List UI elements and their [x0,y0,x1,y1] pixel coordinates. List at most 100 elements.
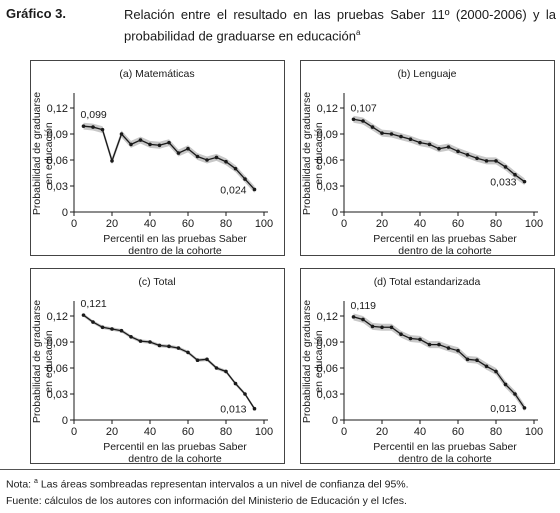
data-point [465,153,470,157]
data-point [91,125,95,129]
data-point [91,320,95,324]
figure-title-text: Relación entre el resultado en las prueb… [124,7,556,44]
data-point [214,155,219,160]
data-point [157,143,162,148]
data-point [503,382,508,387]
x-tick-label: 100 [525,426,543,438]
data-point [427,342,432,347]
data-label: 0,013 [220,404,246,416]
footnote-text: Las áreas sombreadas representan interva… [37,478,409,491]
y-tick-label: 0,06 [47,155,68,167]
chart-panel-4: (d) Total estandarizada 0 0,03 0,06 0,09 0,12… [300,268,555,465]
x-tick-label: 0 [71,426,77,438]
x-axis-label: dentro de la cohorte [128,453,222,465]
data-point [437,146,441,151]
data-point [380,325,384,330]
data-point [522,179,527,184]
data-point [186,350,190,355]
y-tick-label: 0,12 [47,311,68,323]
data-point [81,124,86,128]
data-point [503,165,508,169]
y-tick-label: 0 [332,415,338,427]
x-tick-label: 0 [341,218,347,230]
x-axis-label: dentro de la cohorte [398,245,492,257]
x-tick-label: 60 [182,218,194,230]
data-point [233,166,238,171]
data-label: 0,099 [81,109,107,121]
data-point [427,142,432,147]
footnote-mark: a [34,478,38,485]
data-label: 0,119 [351,300,377,312]
y-tick-label: 0,06 [317,155,338,167]
y-tick-label: 0,09 [317,337,338,349]
data-point [513,172,517,177]
figure-title-note-mark: a [356,28,361,37]
y-tick-label: 0,12 [317,311,338,323]
y-tick-label: 0,12 [317,103,338,115]
x-tick-label: 0 [341,426,347,438]
x-axis-label: dentro de la cohorte [128,245,222,257]
data-point [399,134,403,139]
chart-panel-2: (b) Lenguaje 0 0,03 0,06 0,09 0,12 0 20 40 60 80 10… [300,60,555,257]
x-tick-label: 40 [414,426,426,438]
data-point [176,151,181,155]
x-tick-label: 0 [71,218,77,230]
y-axis-label: Probabilidad de graduarse [301,92,313,215]
x-tick-label: 40 [144,426,156,438]
data-label: 0,024 [220,184,246,196]
y-tick-label: 0 [62,207,68,219]
figure-label: Gráfico 3. [6,6,66,21]
data-point [475,358,479,363]
y-axis-label: Probabilidad de graduarse [31,92,43,215]
panel-frame [30,60,285,256]
figure-title: Relación entre el resultado en las prueb… [124,6,556,45]
data-point [138,138,143,142]
panel-title: (b) Lenguaje [398,68,457,80]
data-point [370,324,375,329]
x-axis-label: Percentil en las pruebas Saber [373,233,517,245]
x-tick-label: 20 [376,218,388,230]
y-axis-label: en educación [313,122,325,185]
panel-title: (c) Total [138,276,175,288]
data-point [195,358,200,363]
data-point [252,406,257,411]
data-label: 0,121 [81,298,107,310]
data-point [351,117,356,122]
data-point [110,327,114,331]
footer-divider [0,469,560,470]
y-tick-label: 0,09 [47,337,68,349]
y-tick-label: 0,06 [47,363,68,375]
x-tick-label: 80 [490,218,502,230]
y-axis-label: en educación [313,330,325,393]
y-tick-label: 0,03 [47,389,68,401]
data-point [475,156,479,161]
series-line [353,316,526,409]
x-axis-label: Percentil en las pruebas Saber [103,233,247,245]
y-axis-label: Probabilidad de graduarse [31,300,43,423]
data-point [494,159,498,163]
y-tick-label: 0,03 [317,389,338,401]
data-point [81,313,86,317]
y-tick-label: 0 [332,207,338,219]
data-point [389,132,394,136]
data-point [437,342,441,347]
footnote: Nota: a Las áreas sombreadas representan… [6,478,409,491]
x-axis-label: Percentil en las pruebas Saber [103,441,247,453]
y-tick-label: 0,09 [47,129,68,141]
x-tick-label: 80 [490,426,502,438]
data-point [214,366,219,370]
x-tick-label: 20 [106,218,118,230]
y-tick-label: 0,12 [47,103,68,115]
data-point [100,127,105,132]
data-point [370,125,375,129]
data-point [100,325,105,330]
x-tick-label: 40 [414,218,426,230]
data-point [148,340,152,344]
x-tick-label: 60 [452,218,464,230]
data-label: 0,107 [351,102,377,114]
data-point [167,344,171,349]
y-axis-label: Probabilidad de graduarse [301,300,313,423]
data-point [252,187,257,192]
series-line [83,125,255,190]
data-point [243,392,247,396]
